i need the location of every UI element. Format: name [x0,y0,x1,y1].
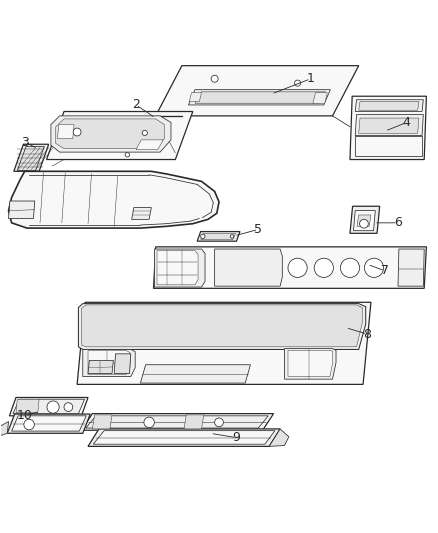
Polygon shape [215,249,283,286]
Polygon shape [201,233,236,239]
Circle shape [314,258,333,277]
Circle shape [64,403,73,411]
Polygon shape [269,429,289,446]
Text: 7: 7 [381,264,389,277]
Polygon shape [92,415,112,429]
Polygon shape [155,66,359,116]
Text: 1: 1 [307,72,314,85]
Polygon shape [88,351,130,374]
Polygon shape [86,416,268,428]
Circle shape [364,258,384,277]
Polygon shape [141,365,251,383]
Polygon shape [10,398,88,416]
Circle shape [340,258,360,277]
Polygon shape [136,140,163,149]
Polygon shape [14,144,49,171]
Polygon shape [357,215,371,227]
Polygon shape [9,201,35,219]
Polygon shape [197,231,240,241]
Text: 6: 6 [394,216,402,229]
Polygon shape [7,414,90,433]
Circle shape [144,417,154,427]
Polygon shape [88,360,113,374]
Text: 8: 8 [364,328,371,341]
Polygon shape [154,249,205,287]
Polygon shape [13,399,85,414]
Polygon shape [114,354,131,374]
Circle shape [142,130,148,135]
Polygon shape [350,96,426,159]
Circle shape [24,419,34,430]
Polygon shape [51,116,171,152]
Text: 4: 4 [403,116,411,129]
Text: 10: 10 [17,409,33,422]
Circle shape [360,220,368,228]
Text: 9: 9 [233,431,240,444]
Polygon shape [189,93,201,101]
Polygon shape [195,92,325,103]
Polygon shape [88,429,280,446]
Polygon shape [355,115,424,135]
Polygon shape [93,431,275,444]
Polygon shape [359,101,419,110]
Text: 2: 2 [132,99,140,111]
Polygon shape [188,90,330,105]
Polygon shape [17,147,44,171]
Polygon shape [132,207,151,220]
Polygon shape [288,350,332,376]
Polygon shape [157,251,198,285]
Polygon shape [16,399,39,413]
Polygon shape [350,206,380,233]
Circle shape [288,258,307,277]
Circle shape [73,128,81,136]
Polygon shape [12,416,86,431]
Polygon shape [153,247,426,288]
Polygon shape [81,414,274,430]
Polygon shape [398,249,424,286]
Polygon shape [9,171,219,228]
Polygon shape [77,302,371,384]
Circle shape [201,234,205,239]
Circle shape [215,418,223,427]
Circle shape [294,80,300,86]
Polygon shape [355,136,422,157]
Polygon shape [184,312,336,337]
Polygon shape [0,422,9,438]
Circle shape [230,235,234,238]
Polygon shape [184,415,204,429]
Text: 3: 3 [21,135,28,149]
Polygon shape [359,118,419,133]
Polygon shape [81,305,362,347]
Circle shape [125,152,130,157]
Text: 5: 5 [254,223,262,236]
Polygon shape [56,119,164,149]
Polygon shape [355,100,424,111]
Polygon shape [78,304,366,350]
Polygon shape [46,111,193,159]
Circle shape [47,401,59,413]
Polygon shape [83,350,135,376]
Polygon shape [353,211,375,231]
Circle shape [211,75,218,82]
Polygon shape [285,349,336,379]
Polygon shape [57,125,74,139]
Polygon shape [313,93,327,103]
